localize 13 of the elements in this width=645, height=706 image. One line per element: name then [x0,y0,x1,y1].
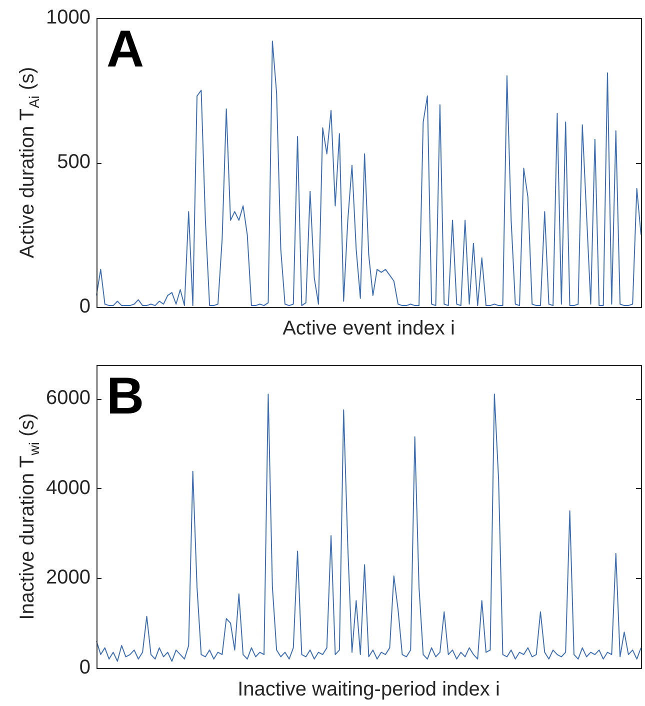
y-tick-label: 1000 [46,6,90,29]
y-axis-title: Inactive duration Twi (s) [16,413,42,620]
y-tick-label: 0 [79,656,90,679]
y-tick-label: 6000 [46,387,90,410]
y-tick-label: 500 [57,151,90,174]
x-axis-title: Inactive waiting-period index i [238,678,500,701]
annotation: A [106,20,144,78]
y-tick-label: 4000 [46,476,90,499]
y-axis-title: Active duration TAi (s) [16,66,42,258]
y-tick-label: 0 [79,296,90,318]
annotation: B [106,367,144,426]
x-axis-title: Active event index i [282,318,455,340]
y-tick-label: 2000 [46,566,90,589]
